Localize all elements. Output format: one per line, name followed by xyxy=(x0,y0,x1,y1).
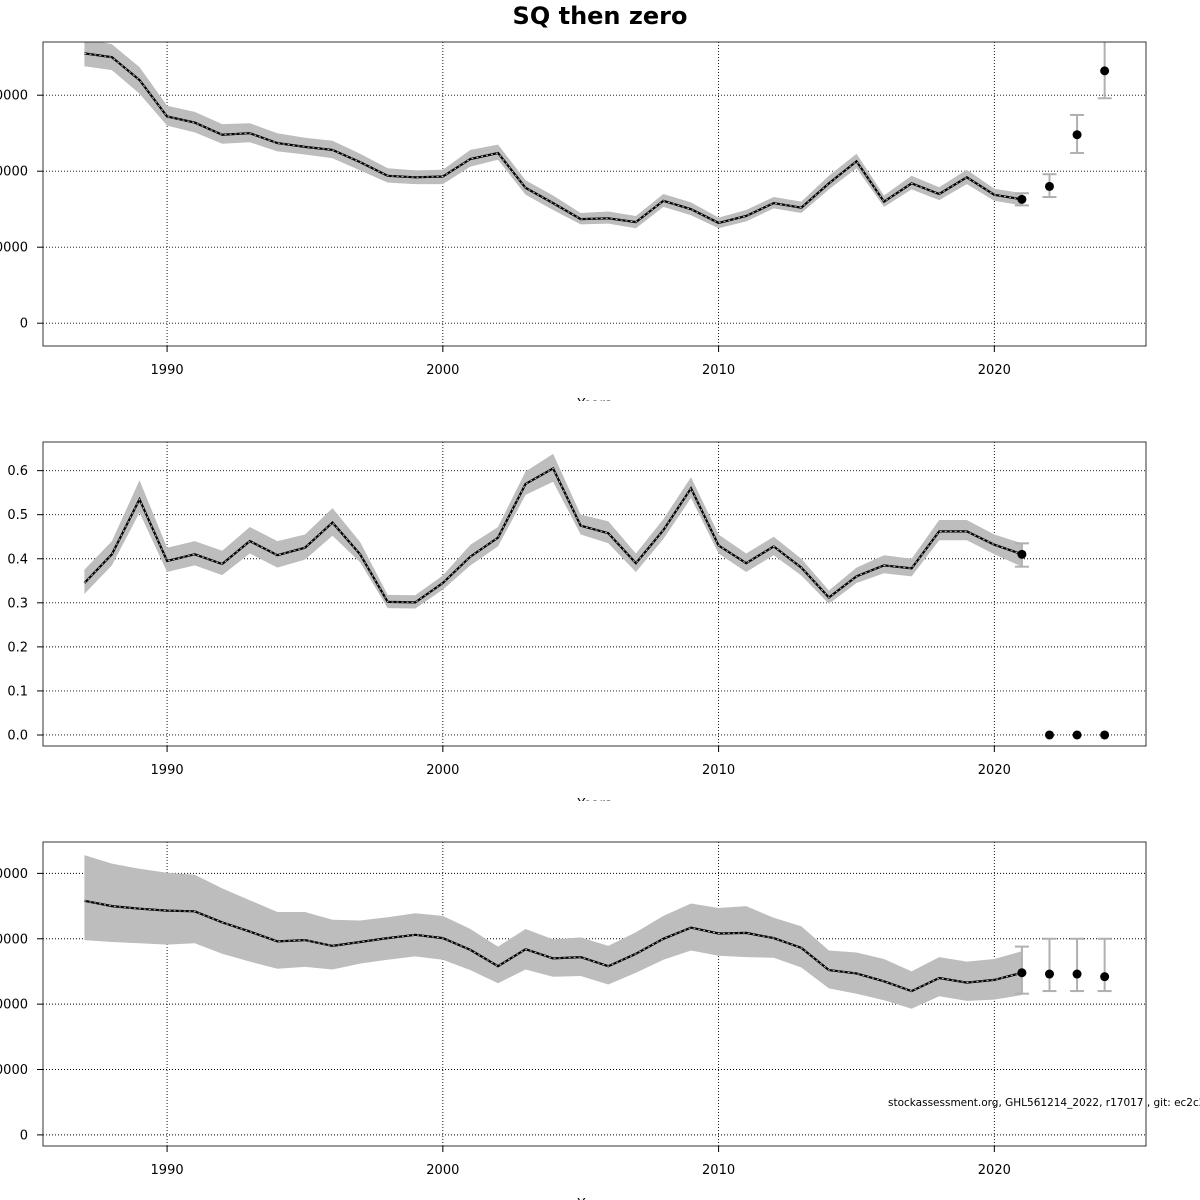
y-tick-label: 150000 xyxy=(0,89,28,104)
x-tick-label: 2000 xyxy=(426,1163,459,1178)
forecast-point xyxy=(1100,66,1110,76)
y-tick-label: 0.3 xyxy=(7,596,28,611)
plot-area xyxy=(43,442,1146,746)
x-tick-label: 2020 xyxy=(978,763,1011,778)
y-tick-label: 0 xyxy=(20,1128,28,1143)
confidence-band xyxy=(84,855,1022,1009)
x-tick-label: 2010 xyxy=(702,1163,735,1178)
x-tick-label: 2020 xyxy=(978,1163,1011,1178)
forecast-point xyxy=(1017,549,1027,559)
y-tick-label: 150000 xyxy=(0,932,28,947)
x-tick-label: 1990 xyxy=(151,1163,184,1178)
confidence-band xyxy=(84,453,1022,609)
chart-panel-3: 1990 2000 2010 2020 0 50000 100000 150000 200000… xyxy=(0,841,1147,1200)
forecast-point xyxy=(1100,972,1110,982)
watermark-text: stockassessment.org, GHL561214_2022, r17… xyxy=(888,1097,1200,1109)
x-tick-label: 1990 xyxy=(151,363,184,378)
forecast-point xyxy=(1017,968,1027,978)
plot-box xyxy=(42,41,1147,347)
forecast-error-bar xyxy=(1070,937,1085,993)
x-tick-label: 2010 xyxy=(702,763,735,778)
y-tick-label: 0.5 xyxy=(7,508,28,523)
page-title: SQ then zero xyxy=(512,2,688,30)
y-tick-label: 100000 xyxy=(0,165,28,180)
y-tick-label: 0.0 xyxy=(7,728,28,743)
forecast-point xyxy=(1072,130,1082,140)
chart-panel-2: 19902000201020200.00.10.20.30.40.50.6Yea… xyxy=(0,441,1200,841)
estimate-line-dots xyxy=(84,900,1023,992)
subplot-gap xyxy=(0,801,1200,841)
forecast-error-bar xyxy=(1042,937,1057,993)
chart-panel-1: 1990200020102020050000100000150000Years xyxy=(0,41,1200,441)
x-tick-label: 1990 xyxy=(151,763,184,778)
estimate-line xyxy=(83,466,1023,604)
forecast-error-bar xyxy=(1097,937,1112,993)
forecast-point xyxy=(1072,730,1082,740)
plot-area xyxy=(43,42,1146,346)
x-tick-label: 2020 xyxy=(978,363,1011,378)
forecast-point xyxy=(1100,730,1110,740)
forecast-point xyxy=(1044,181,1054,191)
plot-area xyxy=(43,842,1146,1146)
x-tick-label: 2000 xyxy=(426,763,459,778)
y-tick-label: 100000 xyxy=(0,998,28,1013)
y-tick-label: 0 xyxy=(20,317,28,332)
forecast-point xyxy=(1044,969,1054,979)
forecast-point xyxy=(1017,194,1027,204)
x-tick-label: 2010 xyxy=(702,363,735,378)
y-tick-label: 50000 xyxy=(0,1063,28,1078)
plot-box xyxy=(42,841,1147,1147)
y-tick-label: 50000 xyxy=(0,241,28,256)
y-tick-label: 0.1 xyxy=(7,684,28,699)
estimate-line-dots xyxy=(84,52,1022,224)
estimate-line-dots xyxy=(84,467,1023,603)
plot-box xyxy=(42,441,1147,747)
x-axis-label: Years xyxy=(576,1197,612,1200)
y-tick-label: 0.4 xyxy=(7,552,28,567)
forecast-point xyxy=(1044,730,1054,740)
forecast-point xyxy=(1072,969,1082,979)
confidence-band xyxy=(84,42,1022,229)
subplot-gap xyxy=(0,401,1200,441)
x-tick-label: 2000 xyxy=(426,363,459,378)
y-tick-label: 0.2 xyxy=(7,640,28,655)
y-tick-label: 0.6 xyxy=(7,464,28,479)
